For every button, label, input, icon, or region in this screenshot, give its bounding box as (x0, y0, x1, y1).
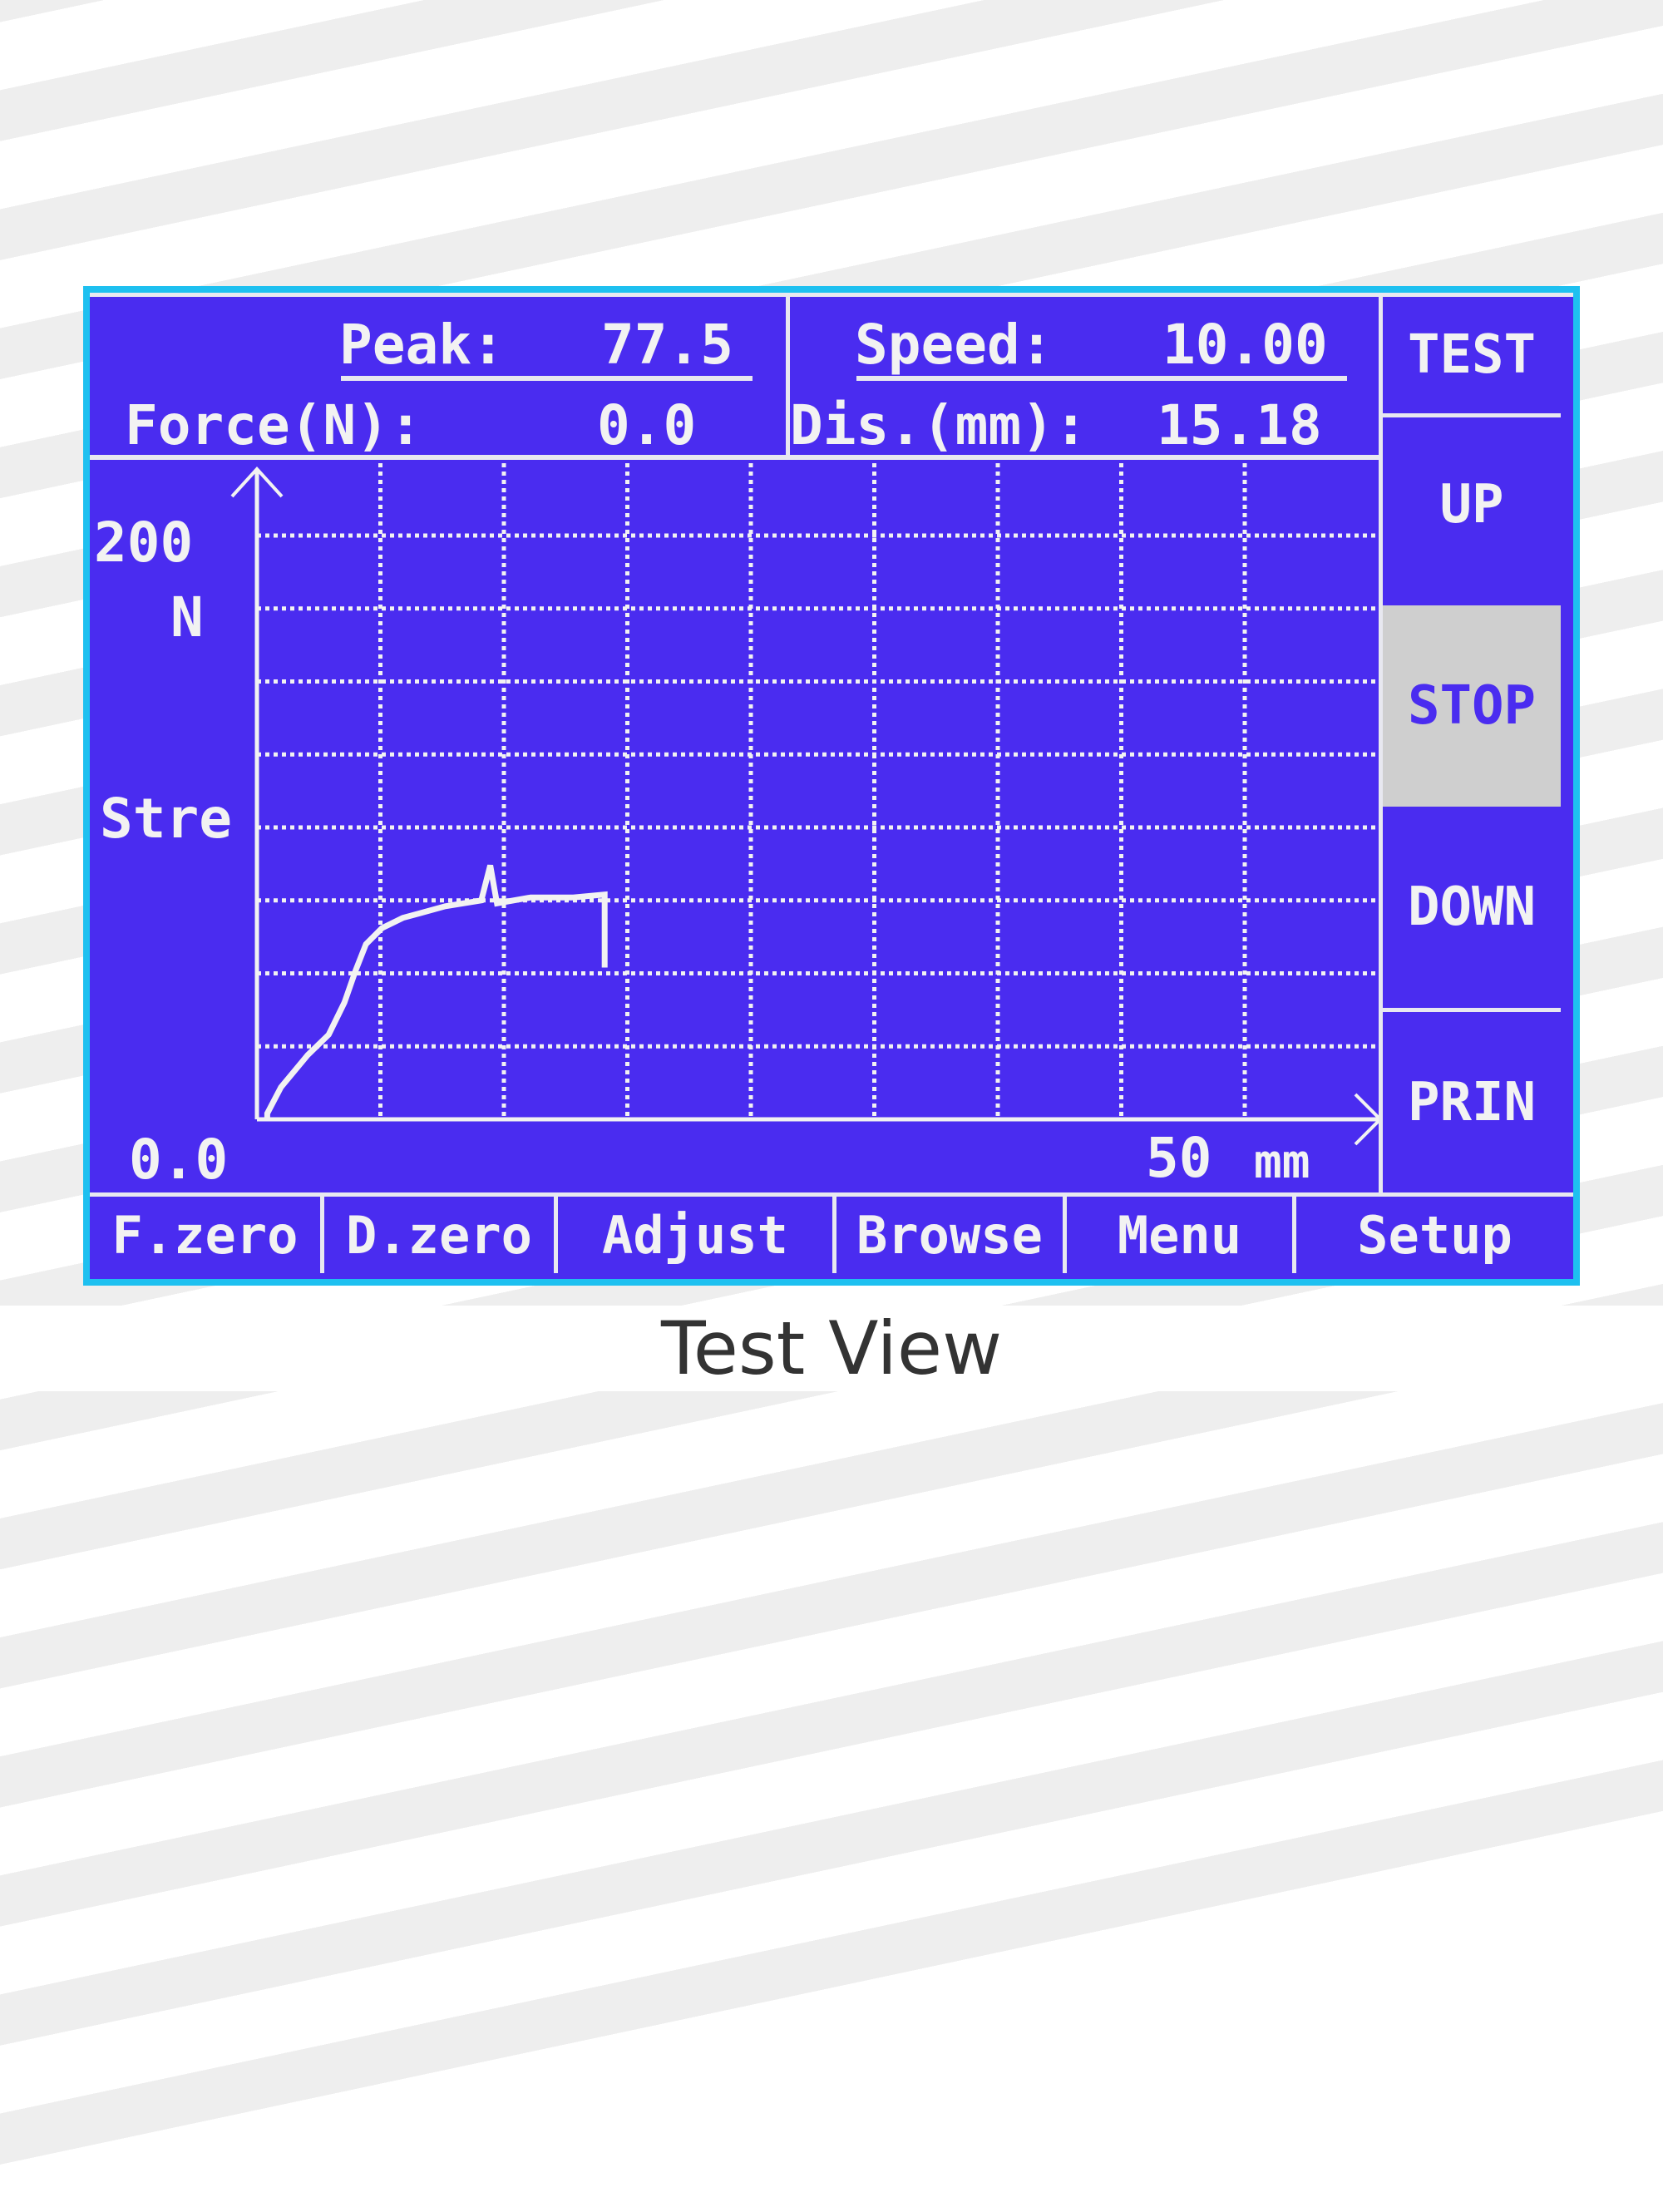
y-max-label: 200 (94, 516, 193, 570)
browse-button[interactable]: Browse (832, 1197, 1063, 1273)
y-unit-label: N (170, 590, 204, 645)
force-zero-button[interactable]: F.zero (90, 1197, 320, 1273)
menu-button[interactable]: Menu (1063, 1197, 1292, 1273)
adjust-button[interactable]: Adjust (554, 1197, 832, 1273)
y-axis-label: Stre (100, 792, 232, 847)
stop-button[interactable]: STOP (1383, 605, 1561, 807)
force-curve (267, 866, 605, 1119)
lcd-panel: Peak: 77.5 Force(N): 0.0 Speed: 10.00 Di… (90, 293, 1573, 1279)
device-screen: Peak: 77.5 Force(N): 0.0 Speed: 10.00 Di… (83, 286, 1580, 1286)
force-chart (90, 293, 1387, 1191)
x-unit-label: mm (1254, 1139, 1310, 1186)
origin-label: 0.0 (129, 1133, 228, 1187)
down-button[interactable]: DOWN (1383, 807, 1561, 1008)
x-max-label: 50 (1146, 1131, 1211, 1186)
print-button[interactable]: PRIN (1383, 1008, 1561, 1192)
distance-zero-button[interactable]: D.zero (320, 1197, 554, 1273)
caption: Test View (0, 1306, 1663, 1391)
test-button[interactable]: TEST (1383, 297, 1561, 413)
setup-button[interactable]: Setup (1292, 1197, 1573, 1273)
up-button[interactable]: UP (1383, 413, 1561, 591)
